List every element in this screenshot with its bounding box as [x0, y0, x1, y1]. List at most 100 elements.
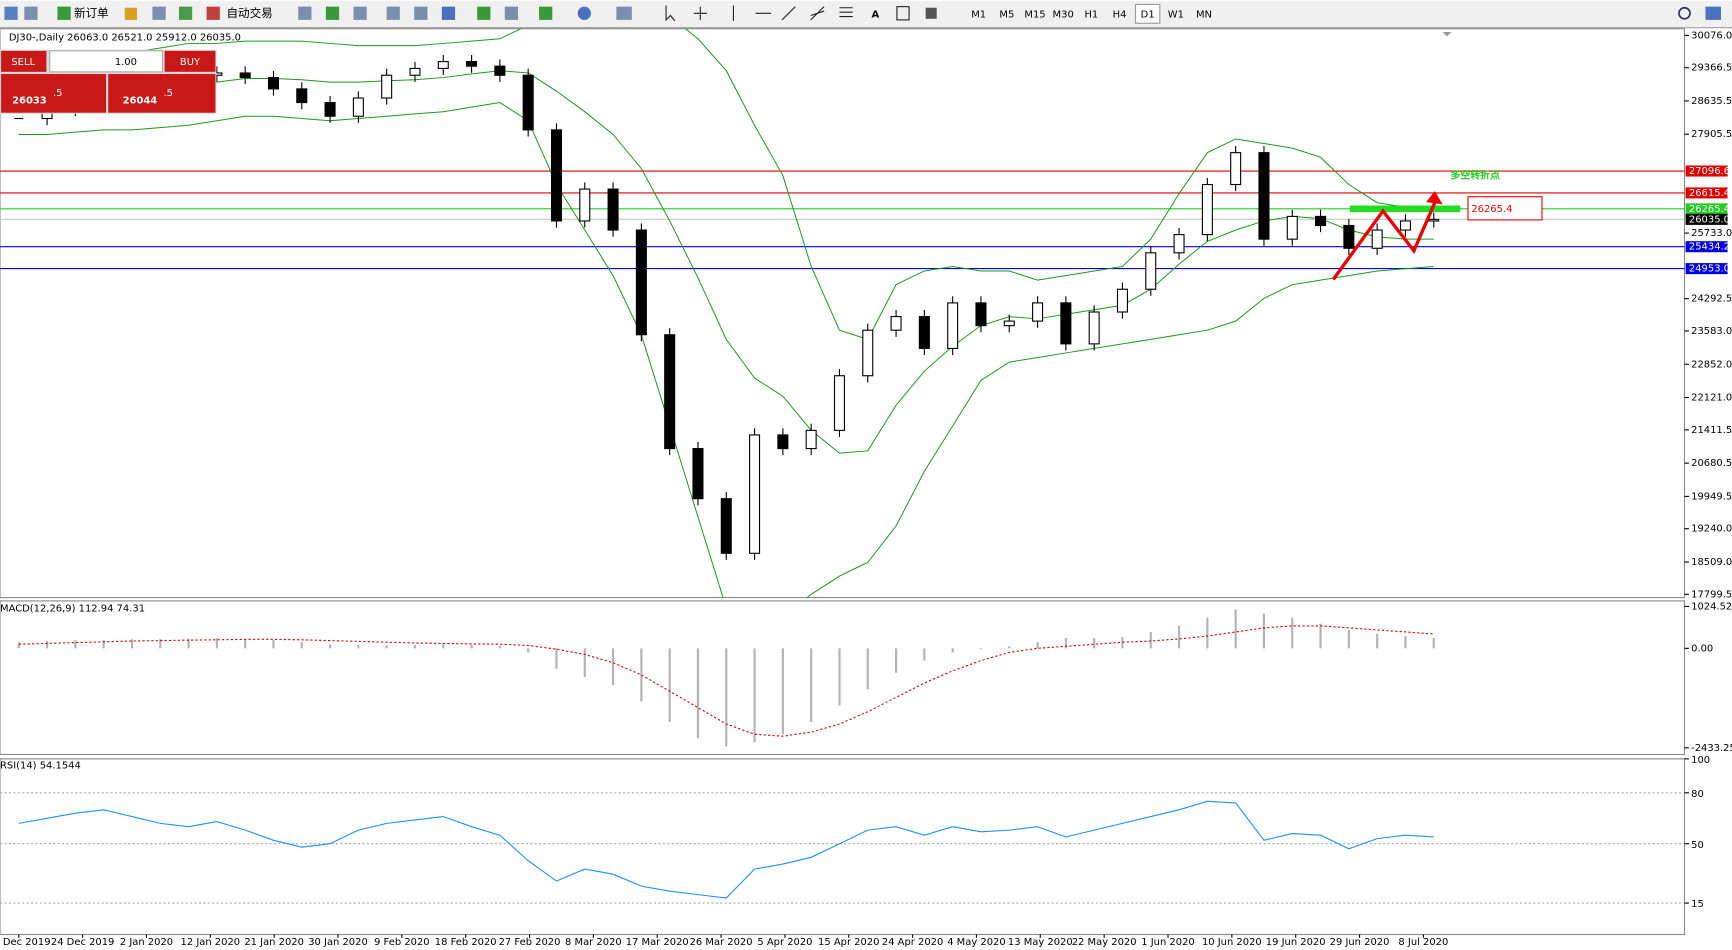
candle: [579, 188, 591, 222]
icon[interactable]: [616, 6, 632, 20]
icon[interactable]: [386, 6, 400, 20]
y-tick-label: 20680.5: [1691, 458, 1732, 469]
level-label: 26265.4: [1689, 204, 1730, 215]
ask-fraction: .5: [163, 88, 172, 99]
timeframe-button[interactable]: MN: [1196, 9, 1212, 20]
active-timeframe: [1134, 3, 1161, 24]
candle: [862, 329, 874, 377]
annotation-value: 26265.4: [1471, 204, 1512, 215]
icon[interactable]: [477, 6, 491, 20]
candle: [494, 65, 506, 76]
candle: [1088, 311, 1100, 345]
level-tag: [1685, 165, 1728, 177]
x-tick-label: 4 May 2020: [947, 937, 1005, 948]
candle: [1399, 220, 1411, 231]
icon[interactable]: [325, 6, 340, 20]
timeframe-button[interactable]: M5: [999, 9, 1014, 20]
y-tick-label: 22852.0: [1691, 359, 1732, 370]
icon[interactable]: [665, 5, 676, 22]
icon[interactable]: [1705, 6, 1721, 20]
timeframe-button[interactable]: M30: [1053, 9, 1074, 20]
x-tick-label: 9 Feb 2020: [374, 937, 430, 948]
auto-trade-button[interactable]: 自动交易: [226, 6, 272, 20]
buy-label[interactable]: BUY: [180, 57, 201, 68]
bid-tile[interactable]: [1, 74, 107, 113]
candle: [466, 61, 478, 67]
sell-button[interactable]: [1, 50, 47, 72]
level-tag: [1685, 203, 1728, 215]
candle: [805, 429, 817, 450]
timeframe-button[interactable]: M15: [1024, 9, 1045, 20]
icon[interactable]: [577, 6, 591, 20]
x-tick-label: 15 Apr 2020: [818, 937, 879, 948]
icon[interactable]: [57, 6, 71, 20]
y-tick-label: 19949.5: [1691, 491, 1732, 502]
x-tick-label: 8 Mar 2020: [565, 937, 622, 948]
y-tick-label: 30076.0: [1691, 30, 1732, 41]
candle: [1173, 234, 1185, 254]
candle: [692, 448, 704, 500]
x-tick-label: 12 Jan 2020: [181, 937, 241, 948]
icon[interactable]: [539, 6, 553, 20]
icon[interactable]: [152, 6, 166, 20]
timeframe-button[interactable]: W1: [1168, 9, 1184, 20]
level-tag: [1685, 263, 1728, 275]
timeframe-button[interactable]: D1: [1141, 9, 1155, 20]
candle: [607, 188, 619, 231]
x-tick-label: 10 Jun 2020: [1202, 937, 1262, 948]
icon[interactable]: [178, 6, 193, 20]
ask-tile[interactable]: [108, 74, 216, 113]
x-tick-label: 26 Mar 2020: [690, 937, 753, 948]
search-icon[interactable]: [1678, 6, 1691, 20]
candle: [664, 334, 676, 450]
icon[interactable]: [124, 7, 137, 20]
y-tick-label: 27905.5: [1691, 129, 1732, 140]
candle: [635, 229, 647, 336]
sell-label[interactable]: SELL: [11, 57, 35, 68]
icon[interactable]: [4, 6, 18, 20]
y-tick-label: 15: [1691, 899, 1704, 910]
timeframe-button[interactable]: H4: [1113, 9, 1127, 20]
y-tick-label: 50: [1691, 840, 1704, 851]
x-tick-label: 18 Feb 2020: [435, 937, 497, 948]
icon[interactable]: [781, 6, 796, 21]
x-tick-label: 22 May 2020: [1072, 937, 1137, 948]
candle: [975, 302, 987, 327]
y-tick-label: -2433.25: [1691, 743, 1732, 754]
candle: [381, 74, 393, 99]
icon[interactable]: [693, 6, 707, 20]
icon[interactable]: [441, 6, 456, 20]
lot-input[interactable]: [49, 50, 163, 73]
icon[interactable]: [24, 6, 38, 20]
icon[interactable]: [839, 7, 853, 18]
x-tick-label: 21 Jan 2020: [244, 937, 304, 948]
candle: [1315, 215, 1327, 227]
icon[interactable]: [414, 6, 428, 20]
price-chart: DJ30-,Daily 26063.0 26521.0 25912.0 2603…: [0, 28, 1732, 600]
x-tick-label: 13 May 2020: [1008, 937, 1073, 948]
bid-price: 26033: [12, 96, 47, 107]
icon[interactable]: [810, 6, 825, 21]
y-tick-label: 24292.5: [1691, 294, 1732, 305]
icon[interactable]: [298, 6, 312, 20]
bollinger-middle: [18, 70, 1434, 454]
timeframe-button[interactable]: M1: [971, 9, 986, 20]
icon[interactable]: [896, 6, 910, 21]
candle: [720, 498, 732, 554]
level-label: 26615.4: [1689, 188, 1730, 199]
candle: [409, 67, 421, 76]
timeframe-button[interactable]: H1: [1084, 9, 1098, 20]
icon[interactable]: [504, 6, 519, 20]
candle: [1230, 152, 1242, 186]
lot-value[interactable]: 1.00: [115, 57, 137, 68]
x-tick-label: 24 Dec 2019: [51, 937, 114, 948]
icon[interactable]: [925, 7, 937, 19]
candle: [749, 434, 761, 554]
icon[interactable]: [206, 6, 220, 20]
buy-button[interactable]: [164, 50, 216, 72]
text-tool[interactable]: A: [872, 9, 880, 20]
new-order-button[interactable]: 新订单: [74, 6, 109, 20]
icon[interactable]: [353, 6, 367, 20]
